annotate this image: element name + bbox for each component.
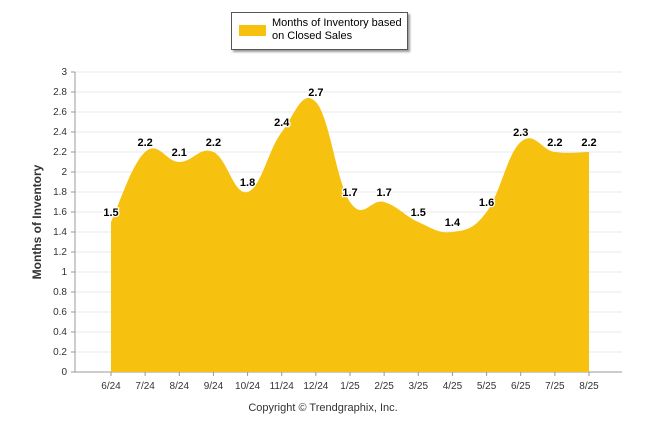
data-label: 2.7	[308, 87, 323, 99]
x-tick-label: 7/25	[545, 381, 565, 392]
data-label: 1.8	[240, 177, 255, 189]
y-tick-label: 1.8	[53, 187, 67, 198]
x-tick-label: 6/24	[101, 381, 121, 392]
x-tick-label: 5/25	[477, 381, 497, 392]
x-tick-label: 9/24	[204, 381, 224, 392]
y-tick-label: 2	[61, 167, 67, 178]
copyright: Copyright © Trendgraphix, Inc.	[248, 402, 398, 414]
y-tick-label: 0.2	[53, 347, 67, 358]
legend[interactable]: Months of Inventory based on Closed Sale…	[231, 12, 408, 50]
data-label: 1.5	[411, 207, 426, 219]
x-tick-label: 12/24	[303, 381, 328, 392]
legend-swatch	[239, 25, 266, 36]
y-tick-label: 0.8	[53, 287, 67, 298]
x-tick-label: 4/25	[443, 381, 463, 392]
x-tick-label: 2/25	[374, 381, 394, 392]
y-tick-label: 1.2	[53, 247, 67, 258]
y-tick-label: 2.6	[53, 107, 67, 118]
y-tick-label: 0.6	[53, 307, 67, 318]
data-label: 1.5	[103, 207, 118, 219]
legend-label: Months of Inventory based on Closed Sale…	[272, 17, 402, 42]
x-tick-label: 10/24	[235, 381, 260, 392]
x-tick-label: 8/24	[170, 381, 190, 392]
y-tick-label: 0.4	[53, 327, 67, 338]
data-label: 1.6	[479, 197, 494, 209]
y-tick-label: 0	[61, 367, 67, 378]
data-label: 2.1	[172, 147, 187, 159]
x-tick-label: 8/25	[579, 381, 599, 392]
y-tick-label: 2.2	[53, 147, 67, 158]
x-tick-label: 3/25	[409, 381, 429, 392]
y-tick-label: 1.4	[53, 227, 67, 238]
data-labels: 1.5 2.2 2.1 2.2 1.8 2.4 2.7 1.7 1.7 1.5 1.4 1.6 2.3 2…	[102, 86, 598, 231]
y-tick-label: 1	[61, 267, 67, 278]
data-label: 2.2	[581, 137, 596, 149]
x-tick-label: 7/24	[135, 381, 155, 392]
x-tick-label: 6/25	[511, 381, 531, 392]
data-label: 2.2	[137, 137, 152, 149]
y-tick-label: 1.6	[53, 207, 67, 218]
data-label: 2.2	[206, 137, 221, 149]
data-label: 1.7	[342, 187, 357, 199]
data-label: 1.4	[445, 217, 461, 229]
y-tick-label: 3	[61, 67, 67, 78]
y-axis-label: Months of Inventory	[30, 164, 44, 280]
area-layer	[111, 98, 589, 372]
data-label: 2.4	[274, 117, 290, 129]
area-series	[111, 98, 589, 372]
data-label: 2.3	[513, 127, 528, 139]
y-tick-label: 2.4	[53, 127, 67, 138]
x-tick-label: 11/24	[270, 381, 295, 392]
x-tick-label: 1/25	[340, 381, 360, 392]
data-label: 1.7	[376, 187, 391, 199]
data-label: 2.2	[547, 137, 562, 149]
y-tick-label: 2.8	[53, 87, 67, 98]
